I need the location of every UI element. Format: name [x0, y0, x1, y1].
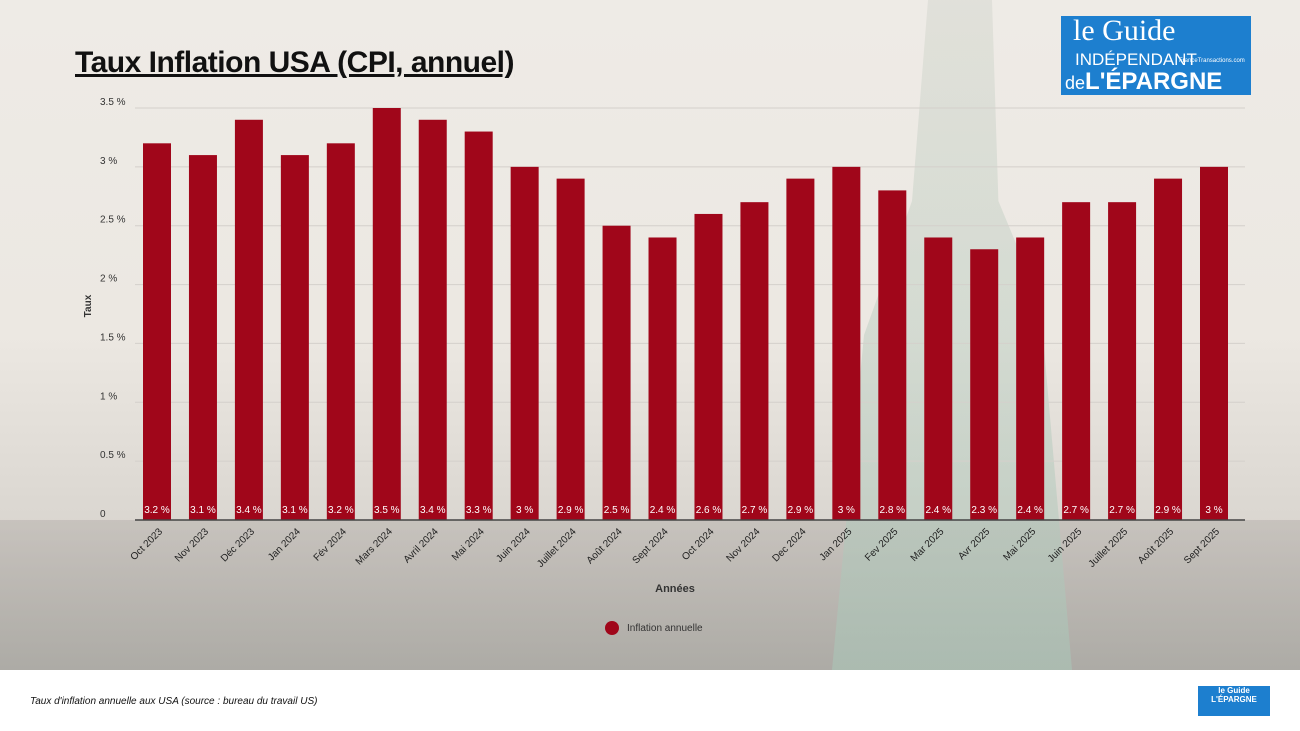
bar [280, 155, 309, 521]
x-tick-label: Nov 2023 [173, 526, 211, 564]
city-skyline [0, 520, 1300, 670]
mini-logo-line3: L'ÉPARGNE [1211, 695, 1257, 704]
x-tick-label: Mar 2025 [909, 526, 947, 564]
logo-line3: deL'ÉPARGNE [1065, 68, 1222, 95]
bar [832, 166, 861, 520]
data-label: 2.4 % [1017, 505, 1043, 516]
y-tick-label: 0.5 % [100, 450, 126, 461]
x-tick-label: Juillet 2025 [1087, 526, 1131, 570]
x-tick-label: Dec 2024 [770, 526, 808, 564]
x-tick-label: Mai 2025 [1001, 526, 1038, 563]
y-tick-label: 3 % [100, 156, 117, 167]
x-tick-label: Mai 2024 [450, 526, 487, 563]
data-label: 2.9 % [1155, 505, 1181, 516]
data-label: 3 % [838, 505, 855, 516]
data-label: 3.4 % [236, 505, 262, 516]
y-tick-label: 3.5 % [100, 97, 126, 108]
x-tick-label: Juin 2025 [1046, 526, 1085, 565]
x-tick-label: Jan 2024 [266, 526, 303, 563]
bar [786, 178, 815, 520]
bar [1200, 166, 1228, 520]
x-tick-label: Mars 2024 [354, 526, 395, 567]
bar [1062, 202, 1091, 520]
x-tick-label: Juin 2024 [494, 526, 533, 565]
bar [143, 143, 171, 521]
data-label: 2.4 % [925, 505, 951, 516]
data-label: 2.4 % [650, 505, 676, 516]
mini-logo-line1: le Guide [1218, 686, 1250, 695]
data-label: 2.7 % [742, 505, 768, 516]
data-label: 3 % [516, 505, 533, 516]
x-tick-label: Oct 2024 [680, 526, 717, 563]
y-axis-title: Taux [83, 294, 94, 317]
bar [556, 178, 585, 520]
bar [878, 190, 907, 520]
data-label: 3.4 % [420, 505, 446, 516]
logo-site: FranceTransactions.com [1179, 58, 1245, 64]
data-label: 3 % [1205, 505, 1222, 516]
legend-label: Inflation annuelle [627, 623, 703, 634]
data-label: 2.3 % [971, 505, 997, 516]
bar [464, 131, 493, 521]
y-tick-label: 1 % [100, 391, 117, 402]
x-tick-label: Avril 2024 [402, 526, 441, 565]
bar [648, 237, 677, 520]
data-label: 3.5 % [374, 505, 400, 516]
bar [970, 249, 999, 520]
bar [1016, 237, 1045, 520]
data-label: 2.8 % [880, 505, 906, 516]
data-label: 3.1 % [282, 505, 308, 516]
legend-marker [605, 621, 619, 635]
x-tick-label: Juillet 2024 [535, 526, 579, 570]
y-tick-label: 2.5 % [100, 215, 126, 226]
x-tick-label: Août 2025 [1136, 526, 1176, 566]
x-tick-label: Fev 2025 [863, 526, 901, 564]
bar-chart: 0 0.5 % 1 % 1.5 % 2 % 2.5 % 3 % 3.5 % 3.2 % Oct 2… [83, 97, 1245, 635]
data-label: 2.6 % [696, 505, 722, 516]
x-axis-title: Années [655, 583, 695, 595]
data-label: 3.2 % [328, 505, 354, 516]
bar [234, 119, 263, 521]
x-tick-label: Août 2024 [585, 526, 625, 566]
bar [510, 166, 539, 520]
footer-logo[interactable]: le Guide L'ÉPARGNE [1198, 686, 1270, 716]
y-tick-label: 2 % [100, 274, 117, 285]
data-label: 2.9 % [558, 505, 584, 516]
bar [418, 119, 447, 521]
x-tick-label: Sept 2025 [1182, 526, 1222, 566]
x-tick-label: Déc 2023 [219, 526, 257, 564]
bar [326, 143, 355, 521]
bar [188, 155, 217, 521]
footer-caption: Taux d'inflation annuelle aux USA (sourc… [30, 696, 318, 707]
bar [602, 225, 631, 520]
data-label: 2.7 % [1063, 505, 1089, 516]
logo-line2: INDÉPENDANT [1075, 50, 1197, 69]
bar [372, 108, 401, 520]
x-tick-label: Fév 2024 [312, 526, 350, 564]
y-tick-label: 1.5 % [100, 332, 126, 343]
data-label: 2.5 % [604, 505, 630, 516]
x-tick-label: Oct 2023 [129, 526, 166, 563]
logo-prefix: de [1065, 73, 1086, 93]
bar [924, 237, 953, 520]
x-tick-label: Sept 2024 [631, 526, 671, 566]
y-tick-label: 0 [100, 509, 106, 520]
bar [694, 213, 723, 520]
bar [1154, 178, 1183, 520]
data-label: 3.3 % [466, 505, 492, 516]
x-tick-label: Nov 2024 [725, 526, 763, 564]
page-title: Taux Inflation USA (CPI, annuel) [75, 46, 515, 79]
data-label: 3.1 % [190, 505, 216, 516]
logo-line1: le Guide [1073, 16, 1176, 47]
data-label: 3.2 % [144, 505, 170, 516]
guide-epargne-logo[interactable]: le Guide INDÉPENDANT FranceTransactions.… [1061, 16, 1251, 95]
data-label: 2.7 % [1109, 505, 1135, 516]
x-tick-label: Avr 2025 [956, 526, 992, 562]
data-label: 2.9 % [788, 505, 814, 516]
x-tick-label: Jan 2025 [818, 526, 855, 563]
logo-epargne: L'ÉPARGNE [1085, 68, 1223, 95]
bar [740, 202, 769, 520]
bar [1108, 202, 1137, 520]
